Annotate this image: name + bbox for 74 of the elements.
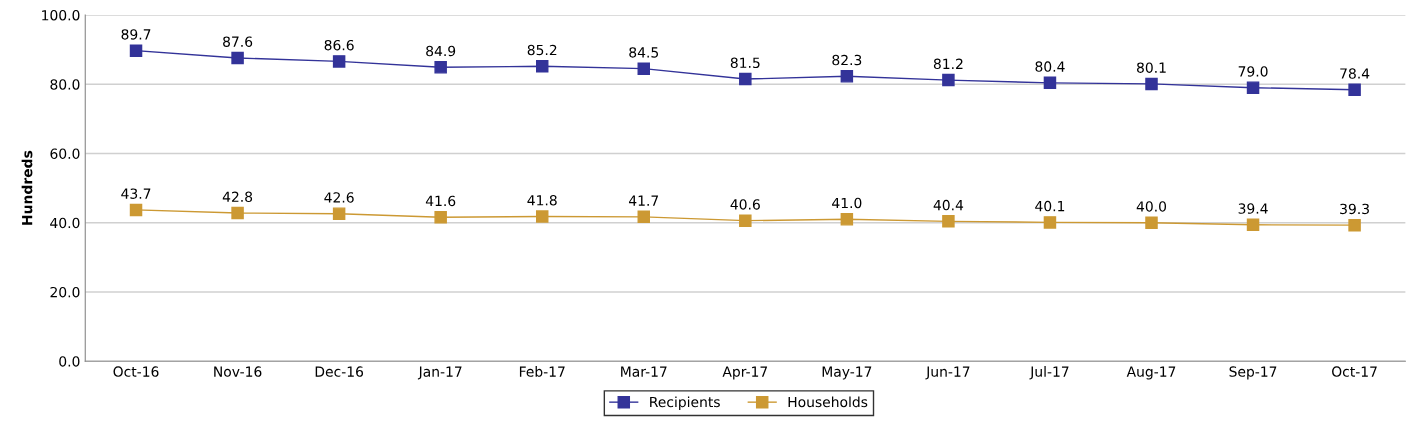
- point: [129, 44, 143, 57]
- data-label: 84.9: [426, 45, 456, 57]
- data-label: 43.7: [121, 188, 151, 199]
- data-label: 84.5: [629, 47, 659, 58]
- data-label: 81.5: [730, 57, 760, 69]
- point: [942, 73, 955, 87]
- point: [942, 215, 955, 228]
- point: [535, 210, 549, 223]
- point: [637, 62, 651, 75]
- data-label: 40.1: [1035, 200, 1065, 212]
- data-label: 80.1: [1136, 62, 1166, 73]
- point: [739, 72, 752, 86]
- point: [231, 51, 244, 65]
- y-tick-label: 0.0: [59, 356, 80, 367]
- x-tick-label: Oct-17: [1332, 366, 1377, 377]
- x-tick-label: Nov-16: [214, 366, 262, 377]
- data-label: 42.6: [324, 192, 354, 203]
- point: [535, 60, 549, 73]
- data-label: 39.3: [1340, 203, 1369, 215]
- data-label: 42.8: [222, 191, 253, 203]
- point: [231, 206, 244, 220]
- data-label: 40.6: [730, 199, 760, 210]
- point: [129, 203, 143, 217]
- x-tick-label: Jan-17: [417, 366, 462, 380]
- data-label: 41.7: [628, 195, 659, 206]
- point: [1145, 216, 1158, 229]
- point: [739, 214, 752, 227]
- y-tick-label: 80.0: [50, 79, 80, 90]
- data-label: 41.6: [425, 195, 456, 207]
- point: [1348, 83, 1361, 97]
- data-label: 89.7: [121, 29, 151, 40]
- y-axis-title: Hundreds: [21, 150, 33, 225]
- data-label: 40.0: [1136, 201, 1167, 212]
- point: [434, 210, 447, 224]
- data-label: 86.6: [324, 39, 354, 51]
- x-tick-label: Oct-16: [113, 366, 159, 377]
- data-label: 40.4: [933, 199, 964, 211]
- x-tick-label: Jul-17: [1029, 366, 1069, 380]
- data-label: 79.0: [1238, 66, 1268, 77]
- x-tick-label: Feb-17: [519, 366, 565, 377]
- data-label: 87.6: [223, 36, 253, 47]
- data-label: 85.2: [527, 44, 557, 56]
- x-tick-label: May-17: [822, 366, 872, 380]
- x-tick-label: Sep-17: [1229, 366, 1277, 380]
- data-label: 41.8: [527, 194, 557, 206]
- point: [332, 207, 346, 220]
- x-tick-label: Dec-16: [315, 366, 364, 377]
- point: [434, 61, 447, 74]
- data-label: 78.4: [1340, 68, 1370, 79]
- point: [332, 55, 346, 68]
- point: [1246, 81, 1260, 94]
- data-label: 82.3: [832, 54, 862, 66]
- point: [1043, 216, 1057, 229]
- point: [1043, 76, 1057, 90]
- y-tick-label: 40.0: [50, 217, 80, 229]
- point: [1246, 218, 1260, 232]
- y-tick-label: 60.0: [50, 148, 80, 159]
- data-label: 80.4: [1035, 61, 1065, 72]
- y-tick-label: 20.0: [50, 286, 80, 298]
- legend-label: Recipients: [650, 396, 720, 410]
- point: [840, 213, 854, 226]
- y-tick-label: 100.0: [42, 9, 80, 21]
- x-tick-label: Aug-17: [1126, 366, 1176, 380]
- data-label: 41.0: [832, 197, 862, 209]
- data-label: 81.2: [933, 58, 963, 70]
- data-label: 39.4: [1238, 203, 1268, 214]
- x-tick-label: Apr-17: [722, 366, 768, 380]
- x-tick-label: Mar-17: [621, 366, 667, 377]
- legend-label: Households: [788, 396, 868, 408]
- point: [1145, 77, 1158, 91]
- x-tick-label: Jun-17: [925, 366, 970, 380]
- point: [637, 210, 651, 224]
- point: [1348, 218, 1361, 232]
- point: [840, 70, 854, 83]
